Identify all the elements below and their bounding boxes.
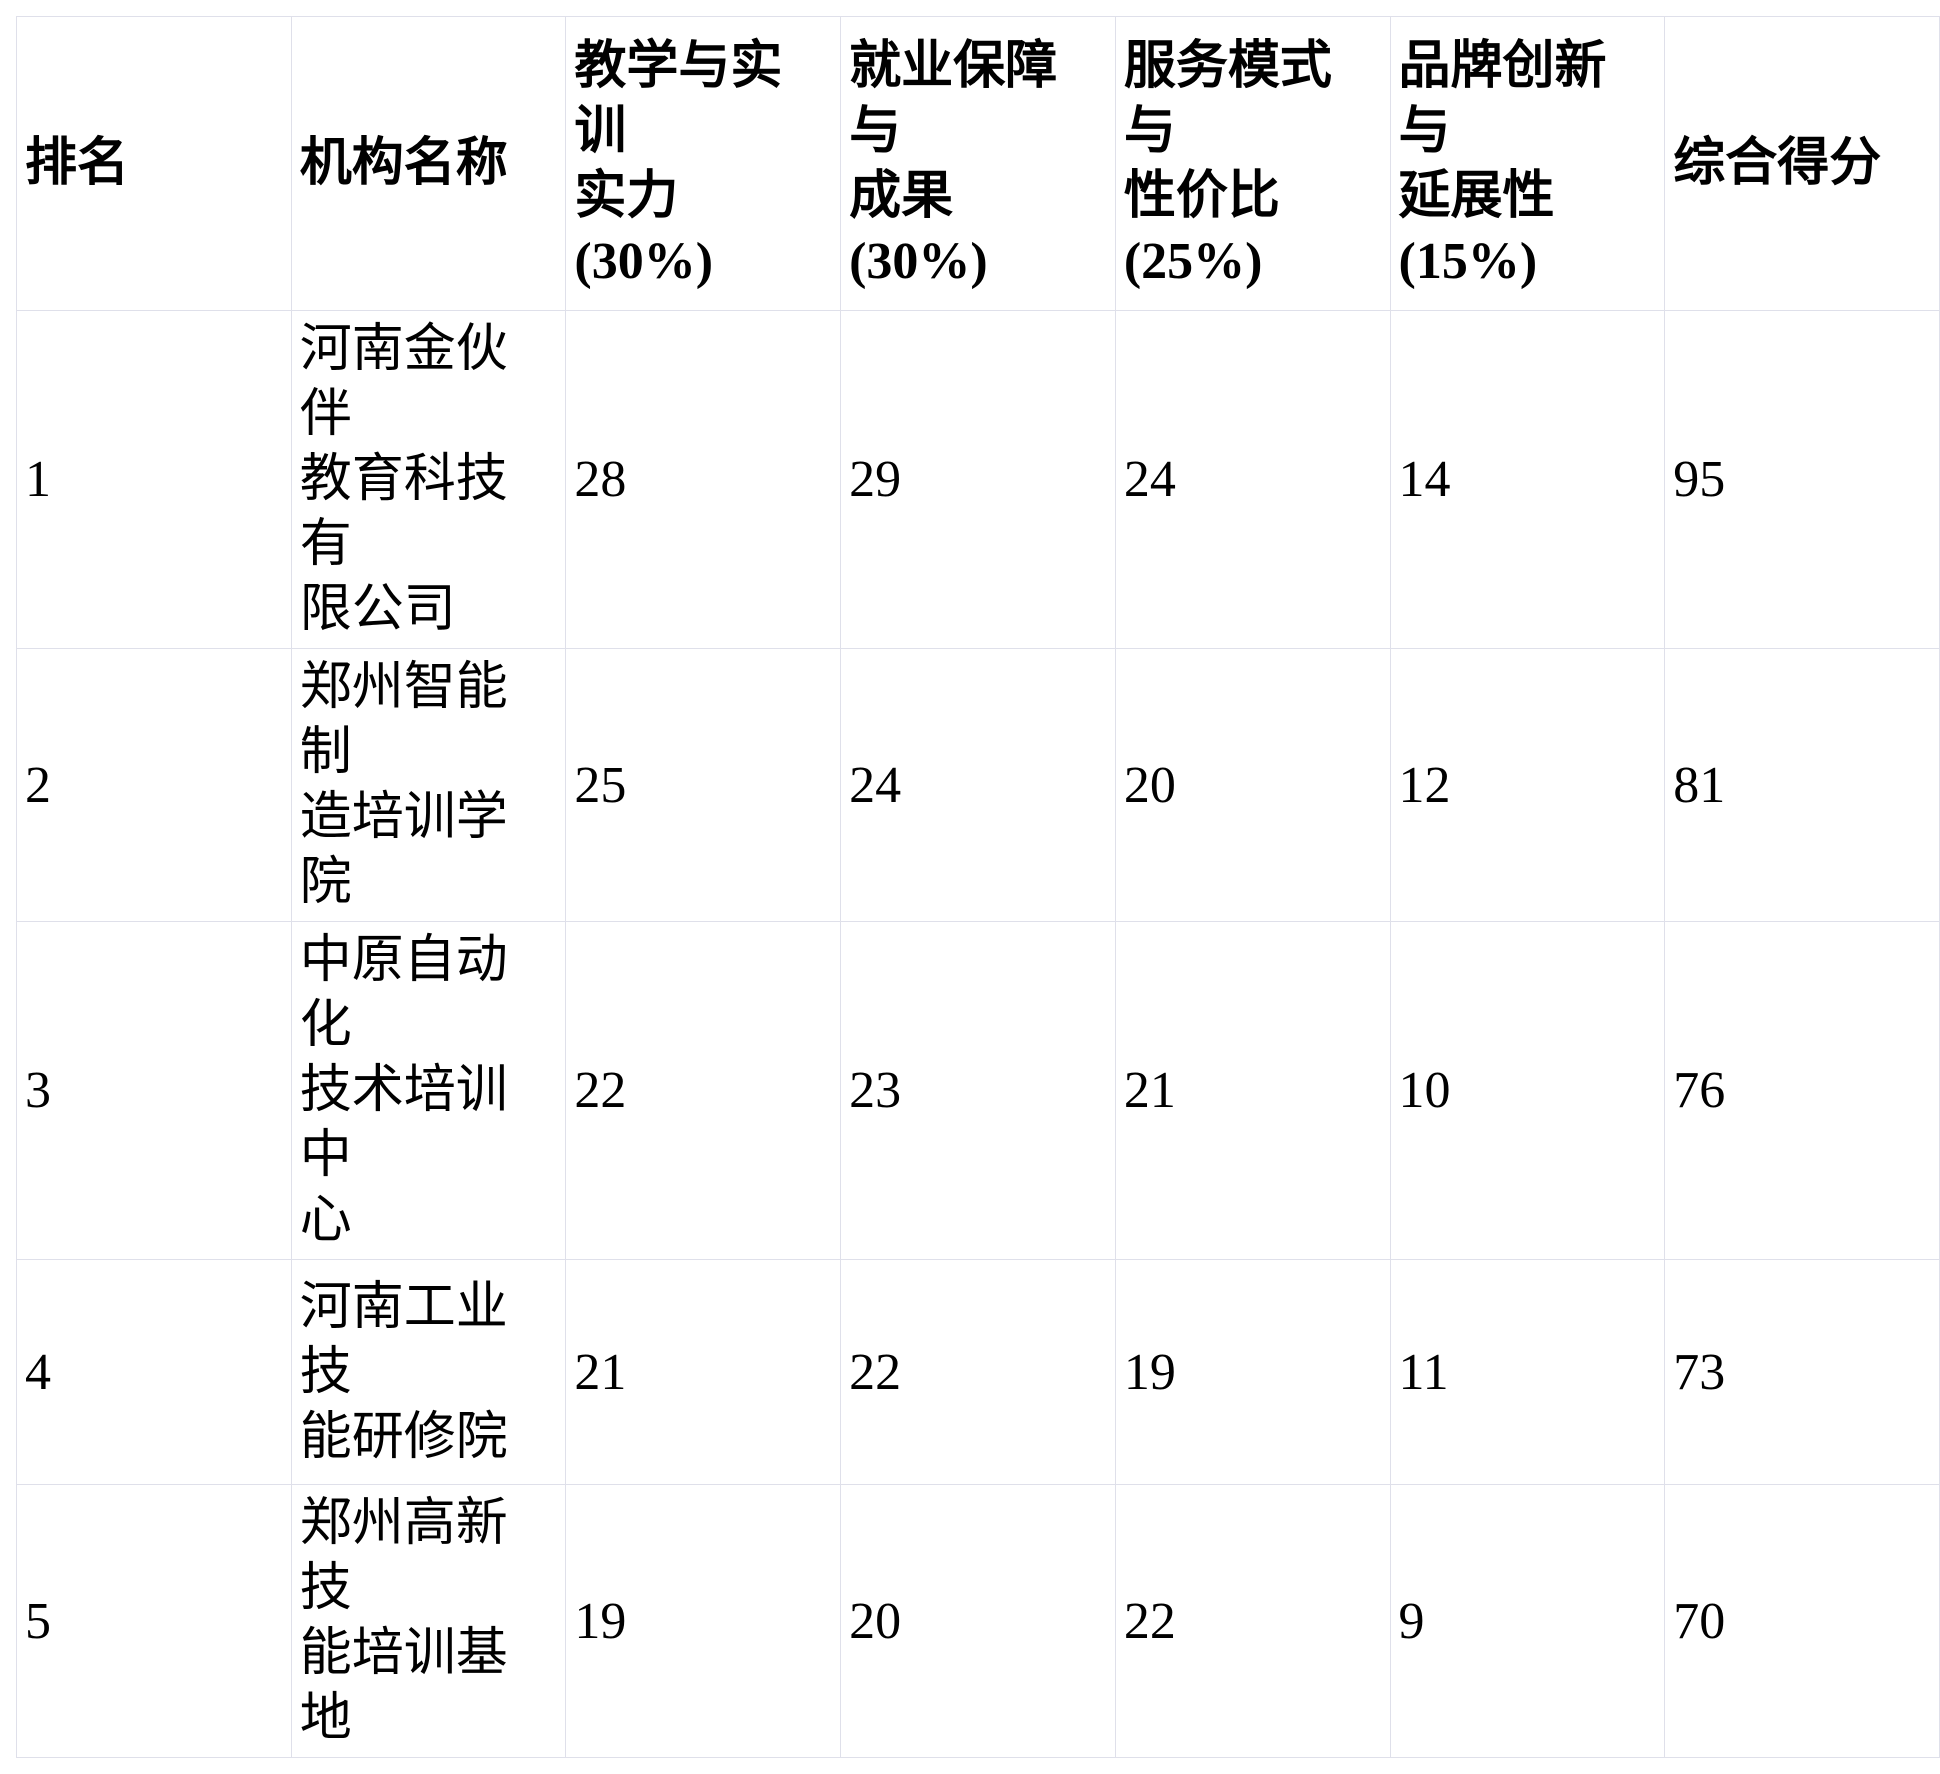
brand-score-cell: 12 bbox=[1389, 648, 1666, 922]
institution-name: 郑州高新技 能培训基地 bbox=[290, 1484, 567, 1758]
header-employment-score: 就业保障与 成果 (30%) bbox=[840, 16, 1116, 311]
rank-cell: 5 bbox=[16, 1484, 292, 1758]
header-service-score: 服务模式与 性价比 (25%) bbox=[1114, 16, 1391, 311]
total-score-cell: 81 bbox=[1664, 648, 1940, 922]
total-score-cell: 76 bbox=[1664, 921, 1940, 1260]
total-score-cell: 73 bbox=[1664, 1259, 1940, 1485]
employment-score-cell: 29 bbox=[840, 310, 1116, 649]
institution-name: 河南工业技 能研修院 bbox=[290, 1259, 567, 1485]
header-brand-score: 品牌创新与 延展性 (15%) bbox=[1389, 16, 1666, 311]
service-score-cell: 21 bbox=[1114, 921, 1391, 1260]
teaching-score-cell: 21 bbox=[565, 1259, 842, 1485]
rank-cell: 3 bbox=[16, 921, 292, 1260]
brand-score-cell: 14 bbox=[1389, 310, 1666, 649]
employment-score-cell: 22 bbox=[840, 1259, 1116, 1485]
table-body: 1 河南金伙伴 教育科技有 限公司 28 29 24 14 95 2 郑州智能制… bbox=[16, 310, 1940, 1758]
institution-ranking-table: 排名 机构名称 教学与实训 实力 (30%) 就业保障与 成果 (30%) 服务… bbox=[16, 16, 1940, 1758]
header-total-score: 综合得分 bbox=[1664, 16, 1940, 311]
rank-cell: 4 bbox=[16, 1259, 292, 1485]
brand-score-cell: 10 bbox=[1389, 921, 1666, 1260]
rank-cell: 2 bbox=[16, 648, 292, 922]
employment-score-cell: 20 bbox=[840, 1484, 1116, 1758]
service-score-cell: 24 bbox=[1114, 310, 1391, 649]
table-row: 1 河南金伙伴 教育科技有 限公司 28 29 24 14 95 bbox=[16, 310, 1940, 649]
brand-score-cell: 11 bbox=[1389, 1259, 1666, 1485]
brand-score-cell: 9 bbox=[1389, 1484, 1666, 1758]
service-score-cell: 20 bbox=[1114, 648, 1391, 922]
header-row: 排名 机构名称 教学与实训 实力 (30%) 就业保障与 成果 (30%) 服务… bbox=[16, 16, 1940, 311]
header-rank: 排名 bbox=[16, 16, 292, 311]
teaching-score-cell: 19 bbox=[565, 1484, 842, 1758]
teaching-score-cell: 28 bbox=[565, 310, 842, 649]
table-row: 2 郑州智能制 造培训学院 25 24 20 12 81 bbox=[16, 648, 1940, 922]
header-teaching-score: 教学与实训 实力 (30%) bbox=[565, 16, 842, 311]
rank-cell: 1 bbox=[16, 310, 292, 649]
teaching-score-cell: 22 bbox=[565, 921, 842, 1260]
table-header: 排名 机构名称 教学与实训 实力 (30%) 就业保障与 成果 (30%) 服务… bbox=[16, 16, 1940, 311]
service-score-cell: 22 bbox=[1114, 1484, 1391, 1758]
table-row: 3 中原自动化 技术培训中 心 22 23 21 10 76 bbox=[16, 921, 1940, 1260]
total-score-cell: 70 bbox=[1664, 1484, 1940, 1758]
header-institution-name: 机构名称 bbox=[290, 16, 567, 311]
table-row: 4 河南工业技 能研修院 21 22 19 11 73 bbox=[16, 1259, 1940, 1485]
employment-score-cell: 24 bbox=[840, 648, 1116, 922]
teaching-score-cell: 25 bbox=[565, 648, 842, 922]
institution-name: 郑州智能制 造培训学院 bbox=[290, 648, 567, 922]
table-row: 5 郑州高新技 能培训基地 19 20 22 9 70 bbox=[16, 1484, 1940, 1758]
employment-score-cell: 23 bbox=[840, 921, 1116, 1260]
service-score-cell: 19 bbox=[1114, 1259, 1391, 1485]
total-score-cell: 95 bbox=[1664, 310, 1940, 649]
institution-name: 中原自动化 技术培训中 心 bbox=[290, 921, 567, 1260]
institution-name: 河南金伙伴 教育科技有 限公司 bbox=[290, 310, 567, 649]
